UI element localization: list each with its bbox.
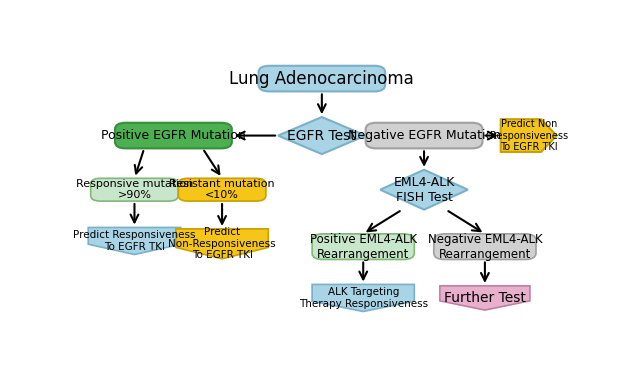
Text: Negative EGFR Mutation: Negative EGFR Mutation [347,129,501,142]
FancyBboxPatch shape [259,66,385,91]
Polygon shape [176,229,268,259]
Polygon shape [381,170,468,210]
FancyBboxPatch shape [312,234,414,259]
Text: Predict
Non-Responsiveness
To EGFR TKI: Predict Non-Responsiveness To EGFR TKI [168,227,276,260]
Text: Lung Adenocarcinoma: Lung Adenocarcinoma [229,70,414,88]
Text: Positive EML4-ALK
Rearrangement: Positive EML4-ALK Rearrangement [310,233,417,261]
Text: Responsive mutation
>90%: Responsive mutation >90% [76,179,193,201]
Text: ALK Targeting
Therapy Responsiveness: ALK Targeting Therapy Responsiveness [299,287,428,309]
FancyBboxPatch shape [115,123,232,148]
FancyBboxPatch shape [178,178,266,201]
FancyBboxPatch shape [365,123,482,148]
Text: Predict Non
Responsiveness
To EGFR TKI: Predict Non Responsiveness To EGFR TKI [490,119,568,152]
FancyBboxPatch shape [434,234,536,259]
Text: Negative EML4-ALK
Rearrangement: Negative EML4-ALK Rearrangement [428,233,542,261]
Polygon shape [440,286,530,310]
Text: EML4-ALK
FISH Test: EML4-ALK FISH Test [393,176,455,204]
FancyBboxPatch shape [90,178,178,201]
Polygon shape [312,285,414,312]
Polygon shape [88,228,181,255]
Text: EGFR Test: EGFR Test [288,128,356,142]
Text: Predict Responsiveness
To EGFR TKI: Predict Responsiveness To EGFR TKI [73,230,196,252]
Text: Positive EGFR Mutation: Positive EGFR Mutation [101,129,246,142]
Polygon shape [278,117,365,154]
Polygon shape [501,119,556,152]
Text: Further Test: Further Test [444,291,526,305]
Text: Resistant mutation
<10%: Resistant mutation <10% [170,179,275,201]
